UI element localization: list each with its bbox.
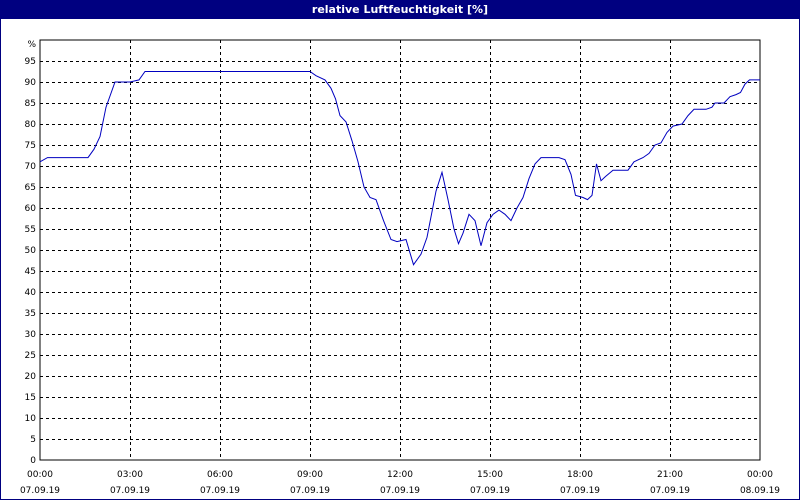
x-tick-date-label: 07.09.19: [290, 486, 330, 496]
x-tick-date-label: 07.09.19: [200, 486, 240, 496]
y-tick-label: 50: [25, 246, 37, 256]
series-group: [39, 71, 760, 266]
x-tick-date-label: 07.09.19: [20, 486, 60, 496]
y-axis-tick-labels: 0 5 10 15 20 25 30 35 40 45 50 55 60 65 70 75 80 85 90 95: [25, 57, 37, 466]
chart-title: relative Luftfeuchtigkeit [%]: [1, 1, 799, 19]
y-tick-label: 55: [25, 225, 36, 235]
y-tick-label: 40: [25, 288, 37, 298]
x-axis-tick-labels: 00:00 07.09.19 03:00 07.09.19 06:00 07.09.19 0…: [20, 470, 780, 496]
x-tick-date-label: 07.09.19: [470, 486, 510, 496]
x-tick-date-label: 07.09.19: [560, 486, 600, 496]
y-tick-label: 65: [25, 183, 36, 193]
y-tick-label: 0: [30, 456, 36, 466]
x-tick-time-label: 18:00: [567, 470, 593, 480]
x-tick-time-label: 06:00: [207, 470, 233, 480]
x-tick-time-label: 12:00: [387, 470, 413, 480]
plot-border: [39, 39, 761, 461]
y-tick-label: 15: [25, 393, 36, 403]
x-tick-time-label: 00:00: [27, 470, 53, 480]
y-tick-label: 60: [25, 204, 37, 214]
y-tick-label: 35: [25, 309, 36, 319]
x-tick-date-label: 08.09.19: [740, 486, 780, 496]
y-tick-label: 10: [25, 414, 37, 424]
x-tick-date-label: 07.09.19: [110, 486, 150, 496]
y-tick-label: 30: [25, 330, 37, 340]
y-tick-label: 75: [25, 141, 36, 151]
series-line: [39, 71, 760, 266]
y-tick-label: 95: [25, 57, 36, 67]
x-tick-date-label: 07.09.19: [380, 486, 420, 496]
y-tick-label: 80: [25, 120, 37, 130]
x-tick-time-label: 03:00: [117, 470, 143, 480]
y-unit-label: %: [27, 40, 36, 50]
y-tick-label: 70: [25, 162, 37, 172]
y-tick-label: 20: [25, 372, 37, 382]
y-tick-label: 90: [25, 78, 37, 88]
y-tick-label: 25: [25, 351, 36, 361]
x-tick-time-label: 09:00: [297, 470, 323, 480]
x-tick-time-label: 15:00: [477, 470, 503, 480]
x-tick-time-label: 21:00: [657, 470, 683, 480]
x-tick-date-label: 07.09.19: [650, 486, 690, 496]
y-tick-label: 85: [25, 99, 36, 109]
y-tick-label: 5: [30, 435, 36, 445]
y-tick-label: 45: [25, 267, 36, 277]
grid-lines: [40, 40, 760, 460]
x-tick-time-label: 00:00: [747, 470, 773, 480]
